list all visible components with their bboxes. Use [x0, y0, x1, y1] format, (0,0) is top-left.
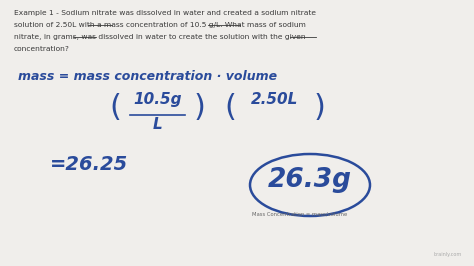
Text: mass = mass concentration · volume: mass = mass concentration · volume	[18, 70, 277, 83]
Text: L: L	[153, 117, 163, 132]
Text: solution of 2.50L with a mass concentration of 10.5 g/L. What mass of sodium: solution of 2.50L with a mass concentrat…	[14, 22, 306, 28]
Text: brainly.com: brainly.com	[434, 252, 462, 257]
Text: Example 1 - Sodium nitrate was dissolved in water and created a sodium nitrate: Example 1 - Sodium nitrate was dissolved…	[14, 10, 316, 16]
Text: 26.3g: 26.3g	[268, 167, 352, 193]
Text: ): )	[314, 93, 326, 122]
Text: Mass Concentration = mass/volume: Mass Concentration = mass/volume	[252, 212, 347, 217]
Text: 10.5g: 10.5g	[134, 92, 182, 107]
Text: (: (	[109, 93, 121, 122]
Text: nitrate, in grams, was dissolved in water to create the solution with the given: nitrate, in grams, was dissolved in wate…	[14, 34, 306, 40]
Text: (: (	[224, 93, 236, 122]
Text: concentration?: concentration?	[14, 46, 70, 52]
Text: 2.50L: 2.50L	[251, 92, 299, 107]
Text: =26.25: =26.25	[50, 155, 128, 174]
Text: ): )	[194, 93, 206, 122]
